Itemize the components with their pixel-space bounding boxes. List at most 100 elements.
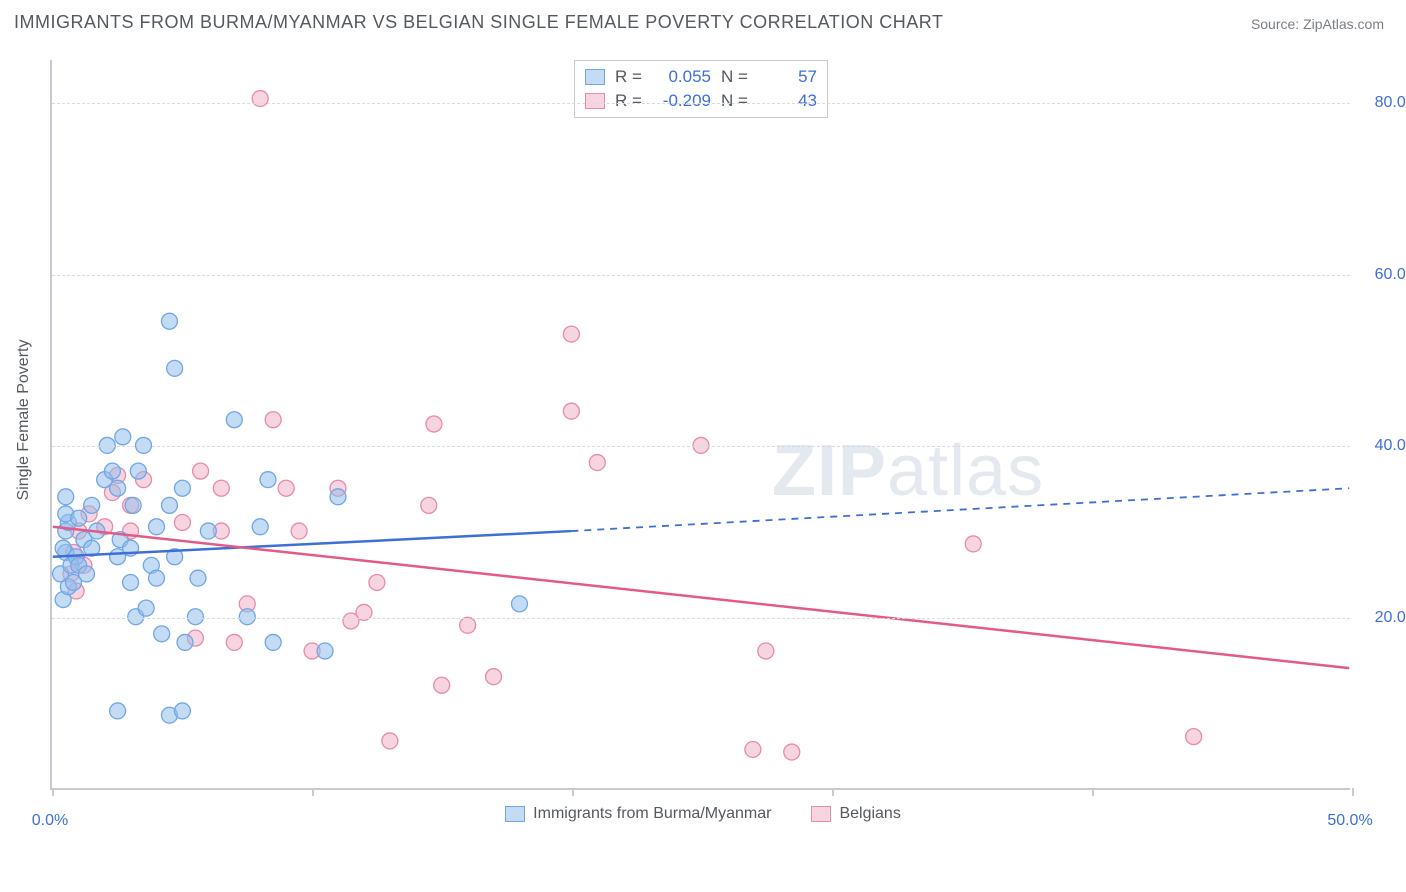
y-axis-label: Single Female Poverty — [15, 340, 33, 501]
source-label: Source: — [1251, 16, 1303, 32]
scatter-point — [965, 536, 981, 552]
scatter-point — [252, 91, 268, 107]
scatter-point — [115, 429, 131, 445]
gridline — [52, 103, 1350, 104]
scatter-point — [421, 497, 437, 513]
xtick-label: 50.0% — [1327, 812, 1372, 830]
scatter-point — [265, 412, 281, 428]
scatter-point — [226, 412, 242, 428]
scatter-point — [512, 596, 528, 612]
scatter-point — [265, 634, 281, 650]
scatter-point — [71, 510, 87, 526]
legend-series: Immigrants from Burma/Myanmar Belgians — [0, 805, 1406, 823]
scatter-point — [190, 570, 206, 586]
scatter-point — [758, 643, 774, 659]
scatter-point — [84, 497, 100, 513]
scatter-point — [693, 437, 709, 453]
n-label: N = — [721, 89, 751, 113]
trend-line-blue-dashed — [571, 488, 1349, 531]
scatter-point — [187, 609, 203, 625]
legend-item-blue: Immigrants from Burma/Myanmar — [505, 805, 771, 823]
scatter-point — [589, 455, 605, 471]
xtick-label: 0.0% — [32, 812, 68, 830]
scatter-point — [161, 497, 177, 513]
scatter-point — [104, 463, 120, 479]
scatter-point — [174, 515, 190, 531]
scatter-point — [382, 733, 398, 749]
xtick-mark — [312, 788, 314, 796]
legend-correlation-box: R = 0.055 N = 57 R = -0.209 N = 43 — [574, 60, 828, 118]
swatch-blue-icon — [585, 69, 605, 85]
ytick-label: 20.0% — [1360, 609, 1406, 627]
n-value-blue: 57 — [761, 65, 817, 89]
legend-item-pink: Belgians — [811, 805, 900, 823]
n-value-pink: 43 — [761, 89, 817, 113]
plot-svg — [52, 60, 1350, 788]
scatter-point — [426, 416, 442, 432]
swatch-blue-icon — [505, 806, 525, 822]
scatter-point — [174, 703, 190, 719]
n-label: N = — [721, 65, 751, 89]
gridline — [52, 446, 1350, 447]
scatter-point — [161, 313, 177, 329]
gridline — [52, 275, 1350, 276]
scatter-point — [136, 437, 152, 453]
r-value-pink: -0.209 — [655, 89, 711, 113]
legend-row-pink: R = -0.209 N = 43 — [585, 89, 817, 113]
source-attribution: Source: ZipAtlas.com — [1251, 16, 1384, 32]
scatter-point — [460, 617, 476, 633]
scatter-point — [149, 570, 165, 586]
scatter-point — [200, 523, 216, 539]
xtick-mark — [1092, 788, 1094, 796]
xtick-mark — [52, 788, 54, 796]
scatter-point — [252, 519, 268, 535]
ytick-label: 60.0% — [1360, 266, 1406, 284]
chart-title: IMMIGRANTS FROM BURMA/MYANMAR VS BELGIAN… — [14, 12, 943, 33]
scatter-point — [177, 634, 193, 650]
ytick-label: 40.0% — [1360, 437, 1406, 455]
scatter-point — [110, 480, 126, 496]
legend-label-pink: Belgians — [839, 805, 900, 823]
swatch-pink-icon — [811, 806, 831, 822]
r-label: R = — [615, 89, 645, 113]
xtick-mark — [832, 788, 834, 796]
scatter-point — [130, 463, 146, 479]
scatter-point — [330, 489, 346, 505]
scatter-point — [154, 626, 170, 642]
legend-row-blue: R = 0.055 N = 57 — [585, 65, 817, 89]
r-value-blue: 0.055 — [655, 65, 711, 89]
scatter-point — [317, 643, 333, 659]
scatter-point — [167, 360, 183, 376]
scatter-point — [125, 497, 141, 513]
scatter-point — [1186, 729, 1202, 745]
scatter-point — [149, 519, 165, 535]
scatter-point — [563, 326, 579, 342]
scatter-point — [138, 600, 154, 616]
scatter-point — [784, 744, 800, 760]
legend-label-blue: Immigrants from Burma/Myanmar — [533, 805, 771, 823]
source-name: ZipAtlas.com — [1303, 16, 1384, 32]
scatter-point — [226, 634, 242, 650]
gridline — [52, 618, 1350, 619]
scatter-point — [369, 574, 385, 590]
plot-area: ZIPatlas R = 0.055 N = 57 R = -0.209 N =… — [50, 60, 1350, 790]
xtick-mark — [1352, 788, 1354, 796]
scatter-point — [745, 741, 761, 757]
ytick-label: 80.0% — [1360, 94, 1406, 112]
swatch-pink-icon — [585, 93, 605, 109]
scatter-point — [434, 677, 450, 693]
scatter-point — [79, 566, 95, 582]
scatter-point — [213, 480, 229, 496]
scatter-point — [58, 489, 74, 505]
scatter-point — [123, 574, 139, 590]
scatter-point — [278, 480, 294, 496]
r-label: R = — [615, 65, 645, 89]
scatter-point — [486, 669, 502, 685]
scatter-point — [563, 403, 579, 419]
scatter-point — [110, 703, 126, 719]
scatter-point — [239, 609, 255, 625]
scatter-point — [99, 437, 115, 453]
scatter-point — [193, 463, 209, 479]
scatter-point — [291, 523, 307, 539]
xtick-mark — [572, 788, 574, 796]
